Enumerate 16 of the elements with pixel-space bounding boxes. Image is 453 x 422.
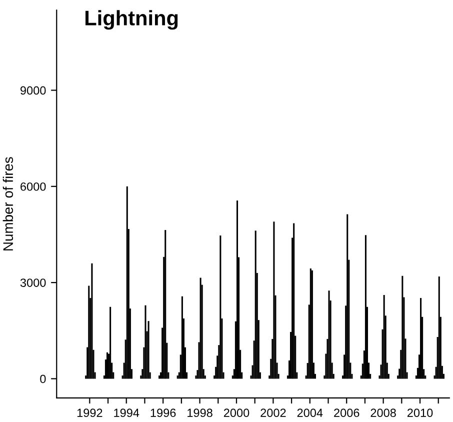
y-tick-label: 3000 <box>20 278 46 287</box>
x-tick-label: 1996 <box>150 408 176 418</box>
y-tick-label: 0 <box>40 374 46 384</box>
y-tick-label: 6000 <box>20 182 46 191</box>
y-axis-title: Number of fires <box>2 157 14 250</box>
x-tick-label: 2004 <box>297 408 323 418</box>
chart-title: Lightning <box>86 10 178 30</box>
x-tick-label: 2006 <box>334 408 360 418</box>
x-tick-label: 2008 <box>370 408 396 418</box>
x-tick-label: 1994 <box>114 408 140 418</box>
x-tick-label: 2000 <box>224 408 250 418</box>
x-tick-label: 1992 <box>77 408 102 418</box>
y-tick-label: 9000 <box>20 86 46 95</box>
x-tick-label: 2002 <box>260 408 286 418</box>
x-tick-label: 2010 <box>407 408 433 418</box>
x-tick-label: 1998 <box>188 408 212 418</box>
